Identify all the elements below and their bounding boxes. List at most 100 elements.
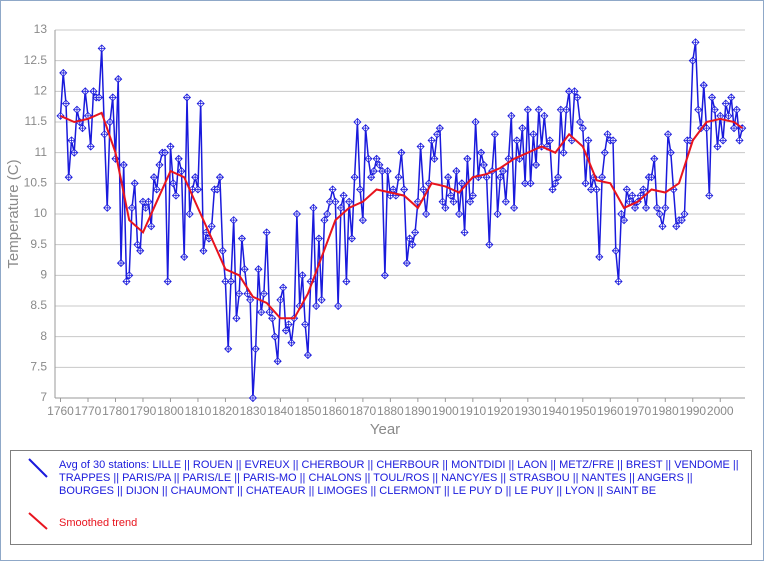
x-tick-label: 1950 [569, 404, 596, 418]
point-marker [628, 191, 637, 200]
point-marker [155, 160, 164, 169]
point-marker [452, 167, 461, 176]
point-marker [136, 246, 145, 255]
point-marker [262, 228, 271, 237]
point-marker [64, 173, 73, 182]
point-marker [430, 154, 439, 163]
point-marker [573, 93, 582, 102]
point-marker [281, 326, 290, 335]
y-tick-label: 12 [34, 84, 48, 98]
point-marker [595, 252, 604, 261]
point-marker [427, 136, 436, 145]
point-marker [163, 277, 172, 286]
x-tick-label: 1910 [459, 404, 486, 418]
point-marker [617, 209, 626, 219]
point-marker [229, 216, 238, 225]
point-marker [301, 320, 310, 329]
point-marker [226, 277, 236, 286]
point-marker [496, 173, 505, 182]
point-marker [724, 111, 733, 120]
point-marker [661, 203, 670, 212]
y-tick-label: 9.5 [30, 237, 47, 251]
point-marker [510, 203, 519, 212]
legend-label: Smoothed trend [59, 517, 138, 529]
x-tick-label: 1870 [350, 404, 377, 418]
point-marker [713, 142, 722, 151]
point-marker [441, 203, 450, 212]
point-marker [224, 344, 233, 353]
point-marker [650, 154, 659, 163]
point-marker [446, 191, 455, 200]
y-tick-label: 8 [40, 329, 47, 343]
point-marker [694, 105, 703, 114]
point-marker [375, 160, 384, 169]
point-marker [578, 124, 587, 133]
x-tick-label: 2000 [707, 404, 734, 418]
point-marker [114, 75, 123, 84]
point-marker [457, 179, 466, 188]
point-marker [559, 148, 568, 157]
point-marker [182, 93, 192, 102]
point-marker [435, 124, 444, 133]
point-marker [78, 124, 87, 133]
point-marker [320, 216, 329, 225]
legend-swatch [28, 512, 48, 530]
x-tick-label: 1790 [130, 404, 157, 418]
point-marker [710, 105, 719, 114]
point-marker [284, 320, 293, 329]
point-marker [408, 240, 417, 249]
point-marker [581, 179, 590, 188]
point-marker [512, 136, 521, 145]
point-marker [367, 173, 376, 182]
point-marker [449, 197, 458, 206]
legend-swatch [28, 458, 48, 478]
point-marker [339, 191, 348, 200]
point-marker [147, 222, 156, 231]
point-marker [556, 105, 565, 114]
point-marker [372, 154, 381, 163]
point-marker [215, 173, 225, 182]
x-tick-label: 1970 [624, 404, 651, 418]
point-marker [729, 124, 739, 133]
point-marker [444, 173, 453, 182]
point-marker [699, 81, 708, 90]
point-marker [342, 277, 351, 286]
point-marker [265, 308, 274, 317]
x-tick-label: 1990 [679, 404, 706, 418]
point-marker [287, 338, 296, 347]
point-marker [130, 179, 139, 188]
point-marker [540, 111, 549, 120]
point-marker [191, 173, 200, 182]
point-marker [600, 148, 609, 157]
point-marker [658, 222, 667, 231]
point-marker [251, 344, 260, 353]
point-marker [108, 93, 117, 102]
point-marker [630, 203, 640, 212]
point-marker [273, 357, 282, 366]
point-marker [193, 185, 203, 194]
point-marker [529, 130, 538, 139]
point-marker [292, 209, 301, 219]
point-marker [655, 209, 664, 219]
point-marker [666, 148, 675, 157]
legend-icons [28, 458, 48, 530]
point-marker [67, 136, 76, 145]
point-marker [625, 197, 634, 206]
point-marker [328, 185, 337, 194]
x-tick-label: 1810 [185, 404, 212, 418]
point-marker [466, 197, 475, 206]
point-marker [152, 185, 161, 194]
x-tick-label: 1820 [212, 404, 239, 418]
point-marker [727, 93, 736, 102]
point-marker [350, 173, 359, 182]
point-marker [691, 38, 700, 47]
point-marker [523, 105, 532, 114]
point-marker [125, 271, 134, 280]
point-marker [94, 93, 104, 102]
point-marker [298, 271, 307, 280]
point-marker [105, 117, 115, 127]
point-marker [463, 154, 472, 163]
x-tick-label: 1920 [487, 404, 514, 418]
point-marker [702, 124, 711, 133]
point-marker [248, 393, 257, 403]
